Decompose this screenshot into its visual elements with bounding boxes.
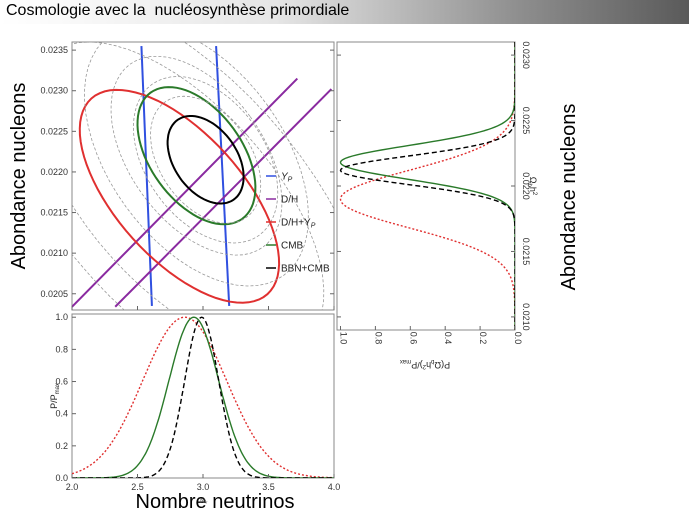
right-panel-frame (336, 41, 516, 331)
main-ytick-label: 0.0205 (40, 289, 68, 299)
bottom-panel-frame (71, 313, 335, 479)
legend-label-d-h-yp: D/H+YP (281, 218, 316, 230)
bottom-xtick-label: 3.0 (197, 482, 210, 492)
bottom-axis-ticks: 0.0 0.2 0.4 0.6 0.8 1.0 2.0 2.5 3.0 3.5 4.0 (55, 312, 340, 492)
bottom-y-label: P/Pmax (49, 383, 61, 409)
bottom-ytick-label: 0.2 (55, 441, 68, 451)
bottom-ytick-label: 0.6 (55, 377, 68, 387)
right-curve-cmb (339, 42, 515, 330)
series-cmb-contour (136, 86, 257, 226)
main-ytick-label: 0.0230 (40, 86, 68, 96)
main-ytick-label: 0.0215 (40, 208, 68, 218)
bottom-xtick-label: 2.5 (131, 482, 144, 492)
right-ytick-label: 0.0230 (521, 41, 531, 69)
right-ytick-label: 0.0220 (521, 172, 531, 200)
series-d-h-line (72, 77, 299, 308)
bottom-xtick-label: 4.0 (328, 482, 341, 492)
bottom-curve-cmb (72, 316, 334, 478)
bottom-ytick-label: 1.0 (55, 312, 68, 322)
slide-title: Cosmologie avec la nucléosynthèse primor… (6, 2, 350, 19)
legend-label-bbn-cmb: BBN+CMB (281, 264, 330, 275)
title-bar: Cosmologie avec la nucléosynthèse primor… (0, 0, 689, 24)
right-xtick-label: 0.8 (373, 332, 383, 345)
right-xtick-label: 0.0 (513, 332, 523, 345)
series-d-h-yp-contour-outer (72, 42, 334, 310)
x-axis-label: Nombre neutrinos (136, 491, 295, 513)
bottom-xtick-label: 3.5 (262, 482, 275, 492)
bottom-xtick-label: 2.0 (66, 482, 79, 492)
series-d-h-yp-contour (78, 88, 281, 304)
bottom-ytick-label: 0.4 (55, 409, 68, 419)
bottom-curve-bbn-cmb (72, 316, 334, 478)
series-cmb-contour-outer (110, 55, 283, 256)
right-curve-d-h-yp (339, 42, 515, 330)
main-ytick-label: 0.0235 (40, 45, 68, 55)
legend: YP D/H D/H+YP CMB BBN+CMB (266, 172, 330, 275)
right-panel-x-label: P(Ωbh2)/Pmax (400, 358, 450, 370)
right-ytick-label: 0.0210 (521, 303, 531, 331)
series-yp-line (215, 46, 231, 306)
main-y-label: Abondance nucleons (8, 83, 30, 270)
nnu-mark: Nᵥ (200, 498, 208, 505)
bottom-curve-d-h-yp (72, 316, 334, 478)
series-bbn-cmb-contour-outer (150, 95, 262, 224)
bottom-ytick-label: 0.0 (55, 473, 68, 483)
right-ytick-label: 0.0215 (521, 238, 531, 266)
series-bbn-cmb-contour-outer (132, 76, 279, 244)
main-axis-ticks: 0.0205 0.0210 0.0215 0.0220 0.0225 0.0230 0.02… (40, 45, 335, 310)
main-ytick-label: 0.0210 (40, 248, 68, 258)
right-xtick-label: 1.0 (338, 332, 348, 345)
series-yp-line (140, 46, 153, 306)
right-ytick-label: 0.0225 (521, 107, 531, 135)
series-d-h-line (114, 88, 333, 308)
right-curve-bbn-cmb (339, 42, 515, 330)
right-axis-ticks: 0.0210 0.0215 0.0220 0.0225 0.0230 1.0 0.8 0.6 0… (337, 41, 531, 344)
legend-label-yp: YP (281, 172, 293, 184)
right-xtick-label: 0.6 (408, 332, 418, 345)
right-xtick-label: 0.2 (478, 332, 488, 345)
series-bbn-cmb-contour (166, 115, 245, 205)
bottom-ytick-label: 0.8 (55, 344, 68, 354)
right-axis-label: Ωbh2 (526, 177, 538, 196)
main-plot (72, 42, 334, 310)
main-ytick-label: 0.0225 (40, 126, 68, 136)
legend-label-d-h: D/H (281, 195, 298, 206)
series-d-h-yp-contour-outer (72, 42, 325, 310)
main-ytick-label: 0.0220 (40, 167, 68, 177)
right-plot (339, 42, 515, 330)
legend-label-cmb: CMB (281, 241, 304, 252)
bottom-plot (72, 316, 334, 478)
right-big-label: Abondance nucleons (558, 104, 580, 291)
right-xtick-label: 0.4 (443, 332, 453, 345)
series-cmb-contour-outer (84, 42, 309, 287)
